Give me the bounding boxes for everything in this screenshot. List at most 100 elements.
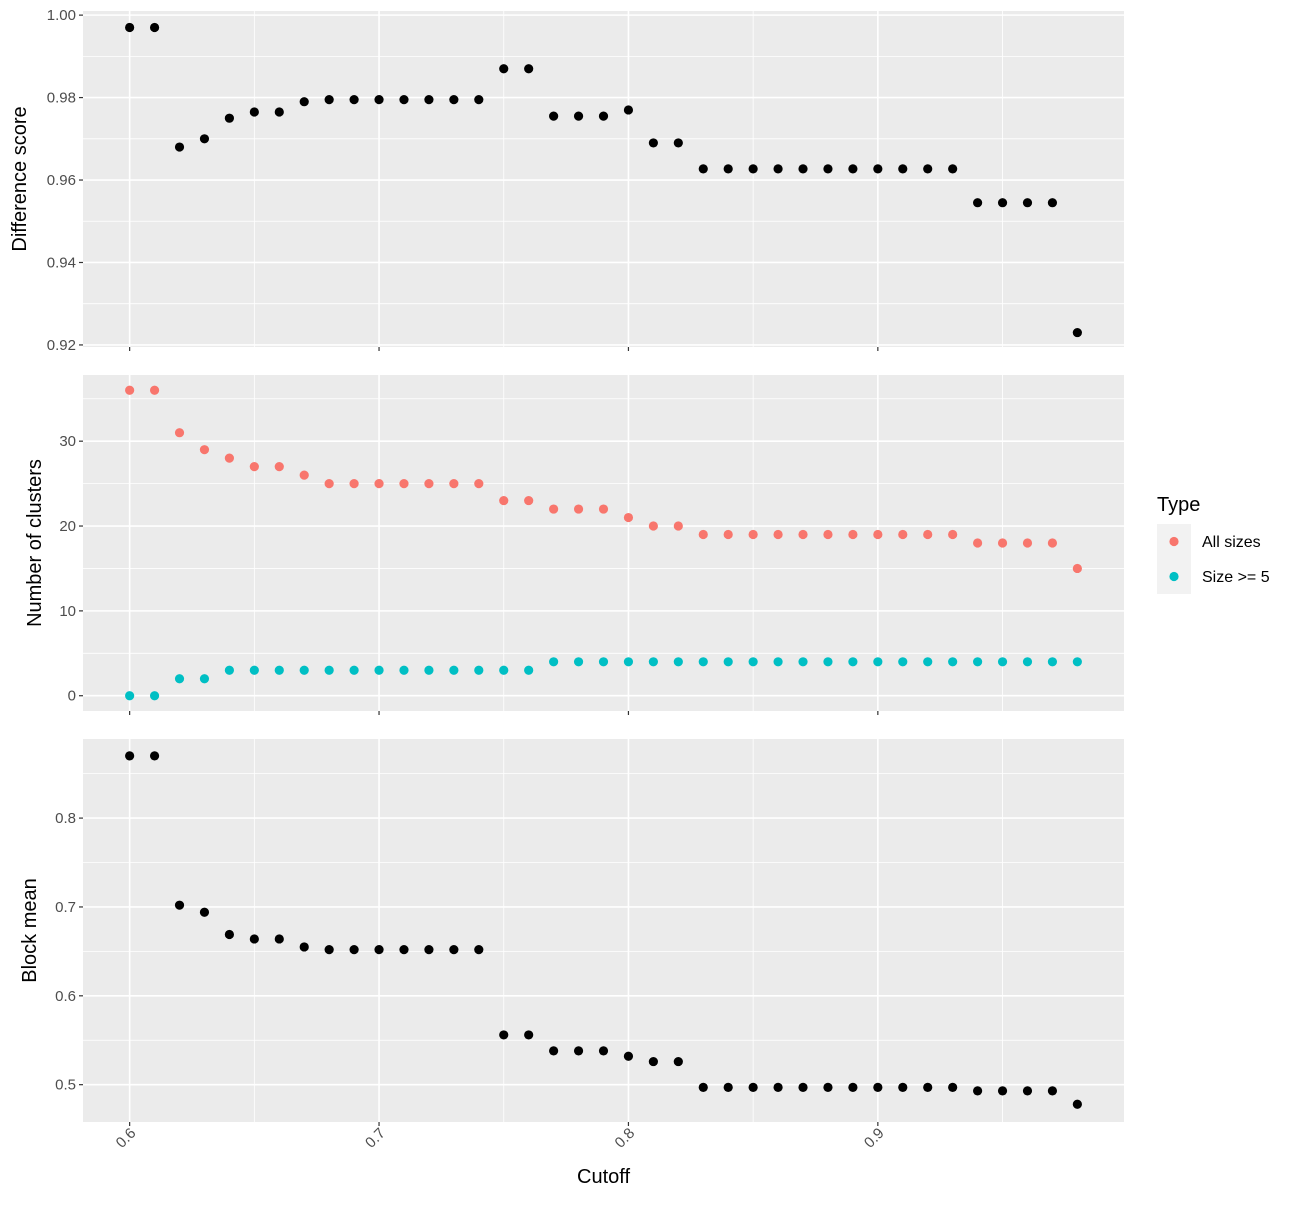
data-point [399,945,409,955]
data-point [598,504,609,514]
data-point [723,529,733,540]
data-point [623,512,634,523]
data-point [549,504,559,514]
y-tick-label: 0.7 [55,899,76,916]
data-point [199,134,210,144]
data-point [374,95,384,105]
data-point [973,538,983,548]
data-point [823,657,833,667]
y-axis-title: Difference score [9,106,31,251]
data-point [149,691,160,701]
data-point [1047,198,1058,208]
y-tick-label: 1.00 [47,7,76,24]
data-point [648,1056,658,1067]
data-point [948,164,958,174]
data-point [374,945,384,955]
data-point [873,529,883,540]
data-point [848,164,858,174]
data-point [224,929,234,940]
data-point [424,665,434,675]
y-tick-label: 10 [59,603,76,620]
data-point [324,665,334,675]
data-point [1022,198,1033,208]
data-point [149,751,160,761]
data-point [224,113,234,123]
data-point [399,95,409,105]
data-point [823,529,833,540]
data-point [948,657,958,667]
x-tick-label: 0.6 [113,1125,140,1152]
data-point [973,198,983,208]
data-point [249,934,259,944]
data-point [524,495,534,506]
data-point [923,529,933,540]
data-point [424,95,434,105]
data-point [324,479,334,489]
data-point [948,1082,958,1092]
data-point [299,97,309,107]
data-point [274,934,284,944]
data-point [349,479,359,489]
data-point [449,479,459,489]
data-point [573,657,584,667]
series-1 [125,22,1082,338]
data-point [174,674,185,684]
y-tick-label: 0.6 [55,988,76,1005]
data-point [773,1082,783,1092]
panel-2: 0 10 20 30 Number of clusters [24,375,1124,715]
data-point [923,1082,933,1092]
data-point [474,945,484,955]
data-point [698,1082,708,1092]
data-point [773,164,783,174]
data-point [374,479,384,489]
data-point [898,164,908,174]
data-point [199,907,210,917]
data-point [499,64,509,74]
data-point [1047,657,1058,667]
data-point [549,1046,559,1056]
data-point [873,1082,883,1092]
data-point [997,198,1008,208]
legend-label: Size >= 5 [1202,569,1270,586]
data-point [898,529,908,540]
data-point [399,665,409,675]
y-tick-label: 0.5 [55,1077,76,1094]
data-point [274,462,284,472]
data-point [349,665,359,675]
data-point [573,504,584,514]
data-point [549,111,559,121]
data-point [1022,657,1033,667]
panel-background [83,375,1124,711]
y-tick-label: 20 [59,518,76,535]
data-point [199,674,210,684]
data-point [723,1082,733,1092]
data-point [249,107,259,117]
data-point [973,1086,983,1096]
data-point [773,657,783,667]
data-point [224,665,234,675]
data-point [125,385,135,395]
y-tick-label: 30 [59,433,76,450]
data-point [125,751,135,761]
y-tick-label: 0.96 [47,172,76,189]
data-point [823,1082,833,1092]
data-point [424,945,434,955]
data-point [549,657,559,667]
y-axis-title: Block mean [19,878,41,983]
data-point [997,1086,1008,1096]
data-point [524,64,534,74]
data-point [449,945,459,955]
series-2 [125,657,1082,701]
data-point [873,164,883,174]
data-point [573,1046,584,1056]
data-point [499,665,509,675]
data-point [997,657,1008,667]
data-point [524,665,534,675]
data-point [299,942,309,952]
data-point [299,665,309,675]
data-point [149,22,160,33]
y-tick-label: 0.8 [55,810,76,827]
data-point [723,164,733,174]
data-point [499,1030,509,1040]
